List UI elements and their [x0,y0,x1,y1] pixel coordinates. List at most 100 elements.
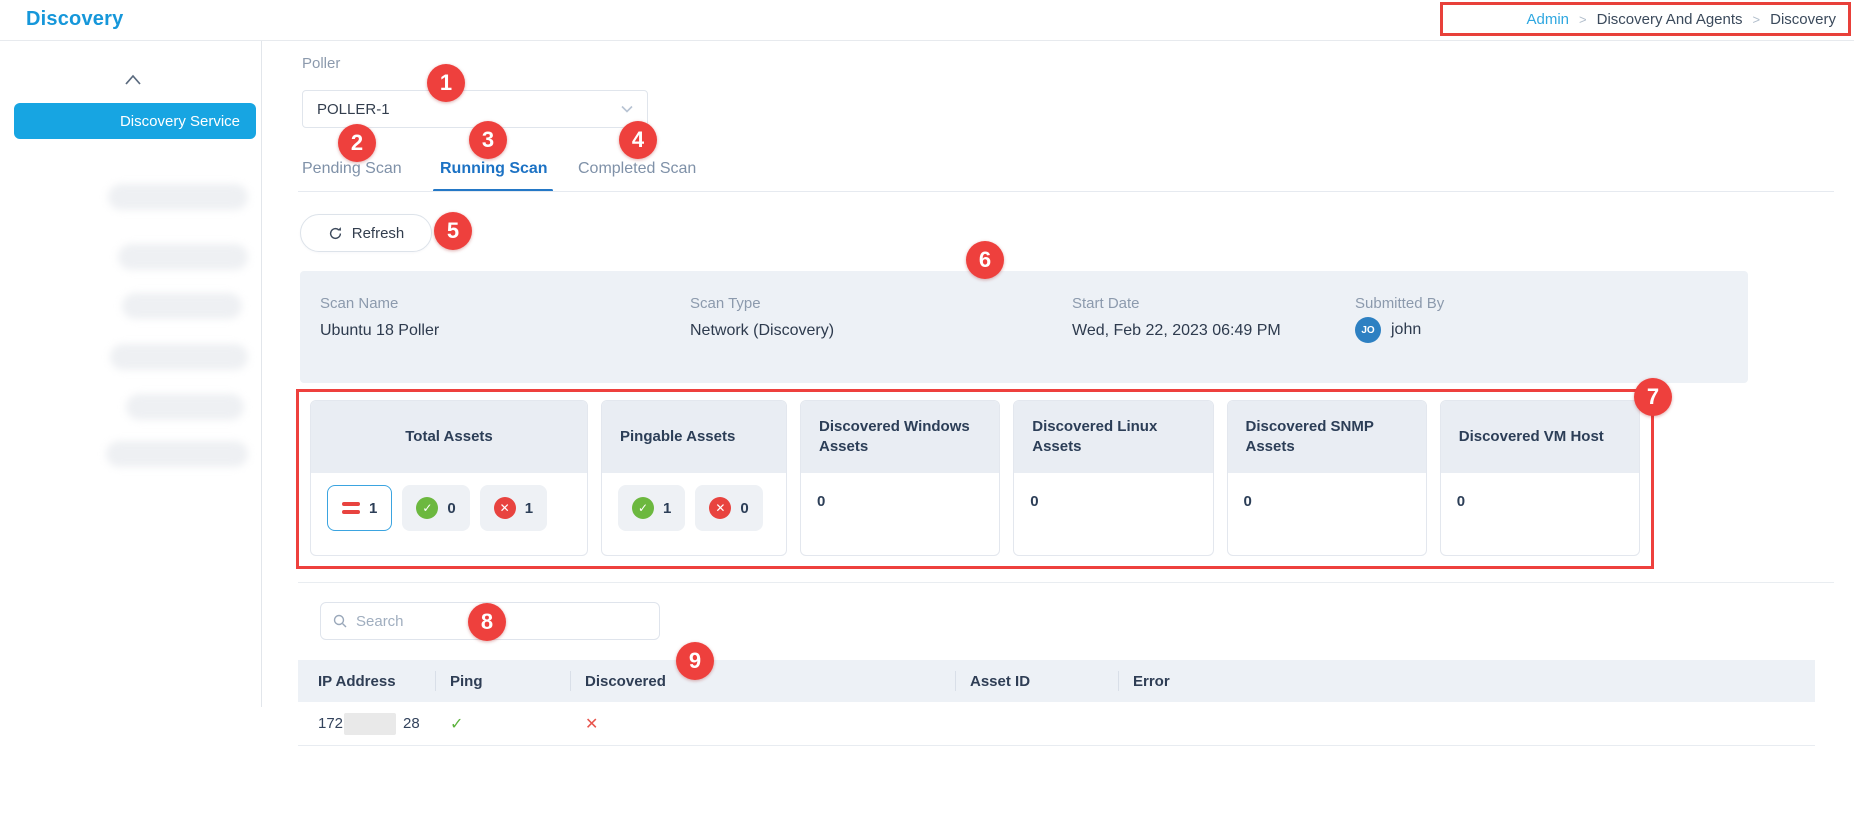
stat-value: 0 [740,499,749,517]
scan-type-label: Scan Type [690,295,761,312]
breadcrumb: Admin > Discovery And Agents > Discovery [1440,2,1851,36]
annotation-badge-1: 1 [427,64,465,102]
card-count: 0 [1030,493,1039,510]
tab-pending-scan[interactable]: Pending Scan [302,160,402,177]
cross-icon: ✕ [585,715,599,733]
check-circle-icon: ✓ [632,497,654,519]
stat-chip-success[interactable]: ✓ 1 [618,485,686,531]
annotation-badge-5: 5 [434,212,472,250]
card-discovered-windows-assets: Discovered Windows Assets 0 [800,400,1001,556]
refresh-label: Refresh [351,224,405,242]
scan-info-panel: Scan Name Ubuntu 18 Poller Scan Type Net… [300,271,1748,383]
column-asset-id: Asset ID [955,660,1118,702]
card-title: Discovered Windows Assets [801,401,1000,473]
ip-redaction [344,712,397,735]
stat-value: 1 [524,499,534,517]
card-title: Discovered VM Host [1440,401,1639,473]
column-discovered: Discovered [570,660,955,702]
scan-name-value: Ubuntu 18 Poller [320,322,440,339]
annotation-badge-4: 4 [619,121,657,159]
section-divider [298,582,1834,583]
annotation-badge-3: 3 [469,121,507,159]
stat-chip-failed[interactable]: ✕ 0 [695,485,763,531]
top-bar: Discovery Admin > Discovery And Agents >… [0,0,1854,41]
results-table: IP Address Ping Discovered Asset ID Erro… [298,660,1815,746]
poller-select[interactable]: POLLER-1 [302,90,648,128]
card-title: Discovered SNMP Assets [1227,401,1426,473]
sidebar-item-redacted [118,244,248,270]
check-icon: ✓ [450,715,464,733]
card-count: 0 [1456,493,1466,510]
stat-chip-total[interactable]: 1 [327,485,393,531]
stat-chip-success[interactable]: ✓ 0 [402,485,470,531]
breadcrumb-item-discovery-and-agents[interactable]: Discovery And Agents [1596,10,1743,28]
submitted-by-label: Submitted By [1355,295,1445,312]
sidebar-item-label: Discovery Service [119,112,240,130]
active-tab-indicator [433,189,553,192]
cross-circle-icon: ✕ [709,497,732,519]
chevron-up-icon[interactable] [123,73,143,87]
sidebar-item-redacted [110,344,248,370]
sidebar-item-discovery-service[interactable]: Discovery Service [14,103,256,139]
check-circle-icon: ✓ [416,497,439,519]
start-date-label: Start Date [1072,295,1140,312]
poller-selected-value: POLLER-1 [317,100,390,118]
card-title: Pingable Assets [602,401,786,473]
card-total-assets: Total Assets 1 ✓ 0 ✕ 1 [310,400,588,556]
submitted-by-value: john [1391,321,1422,339]
tabs-divider [298,191,1834,192]
ip-start: 172 [318,715,344,732]
annotation-badge-2: 2 [338,124,376,162]
breadcrumb-item-admin[interactable]: Admin [1526,10,1570,28]
cell-ping: ✓ [435,702,570,745]
chevron-right-icon: > [1752,11,1761,27]
card-title: Discovered Linux Assets [1014,401,1213,473]
cross-circle-icon: ✕ [493,497,516,519]
card-discovered-snmp-assets: Discovered SNMP Assets 0 [1226,400,1427,556]
sidebar-item-redacted [122,293,242,319]
refresh-button[interactable]: Refresh [300,214,432,252]
card-title: Total Assets [311,401,587,473]
sidebar-item-redacted [106,441,248,467]
column-ping: Ping [435,660,570,702]
poller-label: Poller [302,55,341,72]
card-discovered-linux-assets: Discovered Linux Assets 0 [1013,400,1214,556]
stat-value: 0 [447,499,456,517]
table-header: IP Address Ping Discovered Asset ID Erro… [298,660,1815,702]
tab-running-scan[interactable]: Running Scan [440,160,548,177]
annotation-rect-cards [296,389,1654,569]
refresh-icon [328,226,343,241]
sidebar-item-redacted [108,184,248,210]
breadcrumb-item-discovery: Discovery [1770,10,1836,28]
asset-cards-row: Total Assets 1 ✓ 0 ✕ 1 Pingable Assets [310,400,1640,556]
chevron-right-icon: > [1579,11,1587,27]
card-discovered-vm-host: Discovered VM Host 0 [1439,400,1640,556]
stat-chip-failed[interactable]: ✕ 1 [479,485,548,531]
cell-ip-address: 172 28 [298,702,435,745]
page-title: Discovery [26,8,124,30]
annotation-badge-8: 8 [468,603,506,641]
column-ip-address: IP Address [318,672,396,690]
stat-value: 1 [369,499,378,517]
chevron-down-icon [621,100,633,118]
card-pingable-assets: Pingable Assets ✓ 1 ✕ 0 [601,400,787,556]
tab-completed-scan[interactable]: Completed Scan [578,160,697,177]
cell-error [1118,702,1815,745]
avatar: JO [1355,317,1381,343]
start-date-value: Wed, Feb 22, 2023 06:49 PM [1072,322,1281,339]
column-error: Error [1118,660,1815,702]
annotation-badge-9: 9 [676,642,714,680]
annotation-badge-7: 7 [1634,378,1672,416]
stat-value: 1 [663,499,672,517]
card-count: 0 [817,493,826,510]
table-row[interactable]: 172 28 ✓ ✕ [298,702,1815,746]
ip-end: 28 [403,715,420,732]
scan-name-label: Scan Name [320,295,399,312]
sidebar: Discovery Service [0,41,262,707]
sidebar-item-redacted [126,394,244,420]
annotation-badge-6: 6 [966,241,1004,279]
cell-asset-id [955,702,1118,745]
card-count: 0 [1243,493,1252,510]
scan-type-value: Network (Discovery) [690,322,835,339]
